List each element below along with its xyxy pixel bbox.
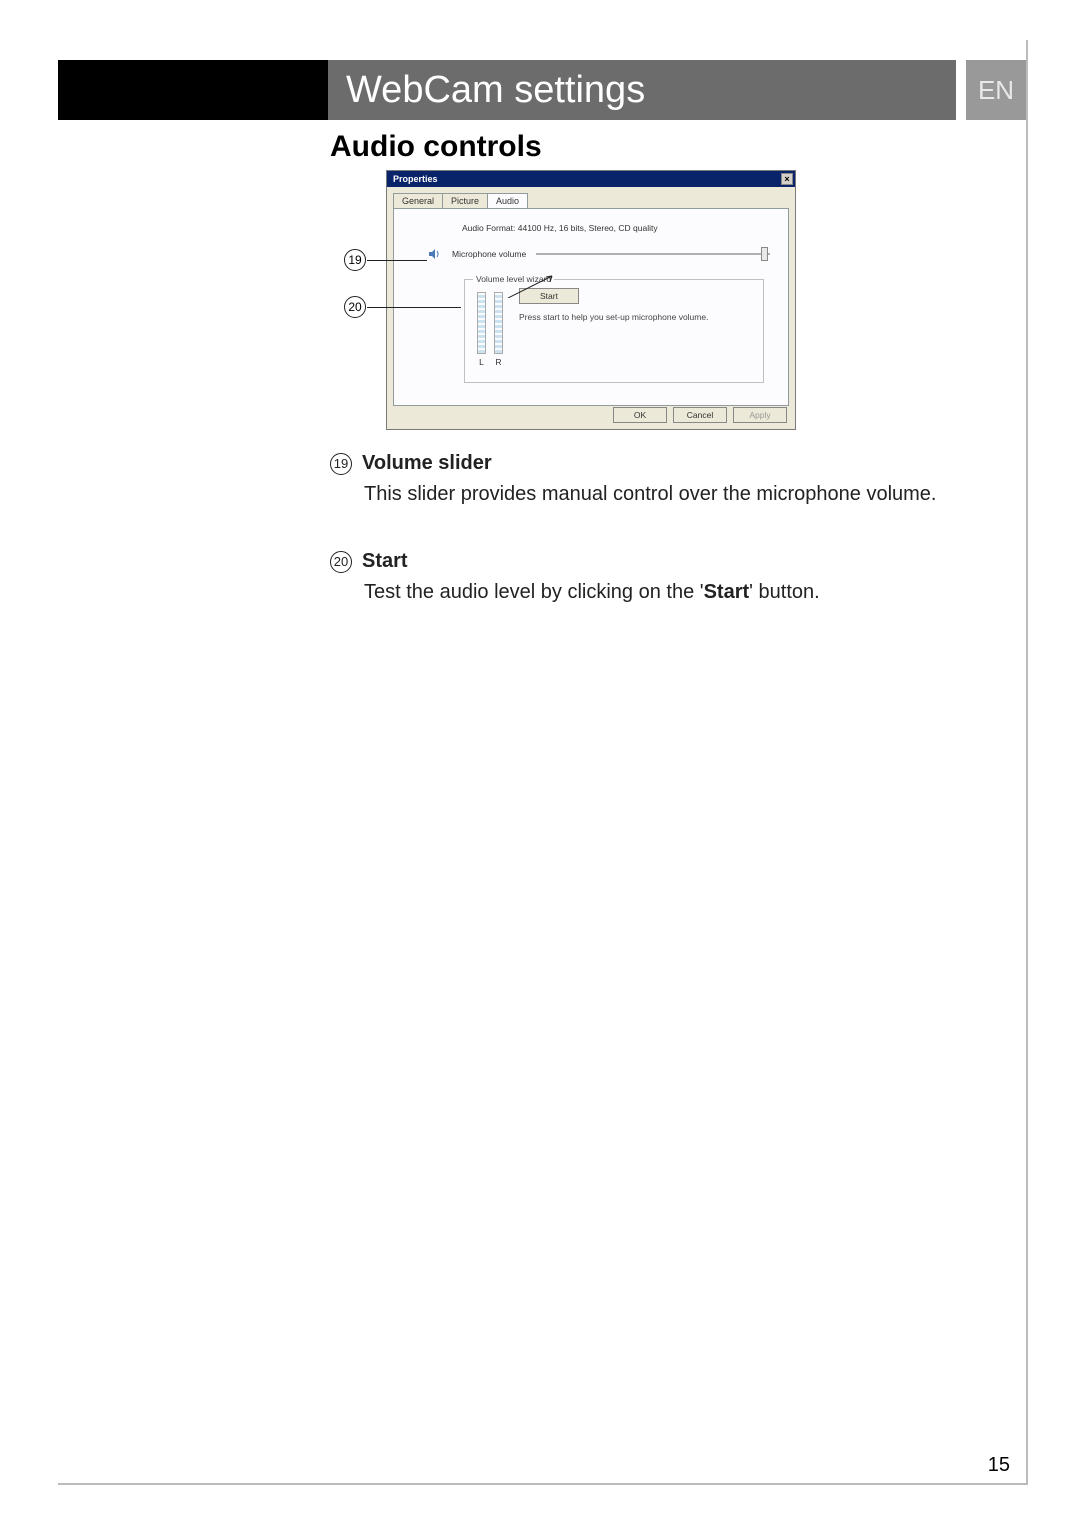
desc-body-20: Test the audio level by clicking on the …: [364, 579, 940, 606]
microphone-volume-row: Microphone volume: [428, 247, 774, 261]
dialog-title-bar: Properties ×: [387, 171, 795, 187]
dialog-title: Properties: [393, 174, 438, 184]
page-header: WebCam settings EN: [58, 60, 1026, 120]
callout-20: 20: [344, 296, 366, 318]
header-gap: [956, 60, 966, 120]
apply-button[interactable]: Apply: [733, 407, 787, 423]
tab-audio[interactable]: Audio: [487, 193, 528, 208]
leader-line-19: [367, 260, 427, 261]
leader-line-20: [367, 307, 461, 308]
microphone-volume-slider[interactable]: [536, 249, 770, 259]
meter-left: [477, 292, 486, 354]
ok-button[interactable]: OK: [613, 407, 667, 423]
page-title: WebCam settings: [328, 60, 956, 120]
tab-general[interactable]: General: [393, 193, 443, 208]
leader-arrow-start: [508, 274, 558, 298]
microphone-volume-label: Microphone volume: [452, 249, 526, 259]
desc-20-prefix: Test the audio level by clicking on the …: [364, 581, 704, 603]
audio-format-text: Audio Format: 44100 Hz, 16 bits, Stereo,…: [462, 223, 774, 233]
meter-left-label: L: [479, 357, 484, 367]
desc-circle-19: 19: [330, 453, 352, 475]
desc-20-suffix: ' button.: [749, 581, 820, 603]
tab-picture[interactable]: Picture: [442, 193, 488, 208]
meter-right-label: R: [495, 357, 501, 367]
tab-row: General Picture Audio: [387, 187, 795, 208]
close-button[interactable]: ×: [781, 173, 793, 185]
desc-label-20: Start: [362, 548, 408, 575]
callout-19: 19: [344, 249, 366, 271]
desc-body-19: This slider provides manual control over…: [364, 481, 940, 508]
cancel-button[interactable]: Cancel: [673, 407, 727, 423]
speaker-icon: [428, 247, 442, 261]
level-meters: L R: [477, 288, 503, 367]
page-number: 15: [988, 1454, 1010, 1477]
slider-thumb[interactable]: [761, 247, 768, 261]
section-heading: Audio controls: [330, 130, 542, 164]
desc-circle-20: 20: [330, 551, 352, 573]
dialog-button-row: OK Cancel Apply: [613, 407, 787, 423]
wizard-help-text: Press start to help you set-up microphon…: [519, 312, 751, 323]
meter-right: [494, 292, 503, 354]
description-19: 19 Volume slider This slider provides ma…: [330, 450, 940, 508]
header-left-block: [58, 60, 328, 120]
desc-label-19: Volume slider: [362, 450, 492, 477]
desc-20-bold: Start: [704, 581, 750, 603]
description-20: 20 Start Test the audio level by clickin…: [330, 548, 940, 606]
language-badge: EN: [966, 60, 1026, 120]
properties-dialog: Properties × General Picture Audio Audio…: [386, 170, 796, 430]
